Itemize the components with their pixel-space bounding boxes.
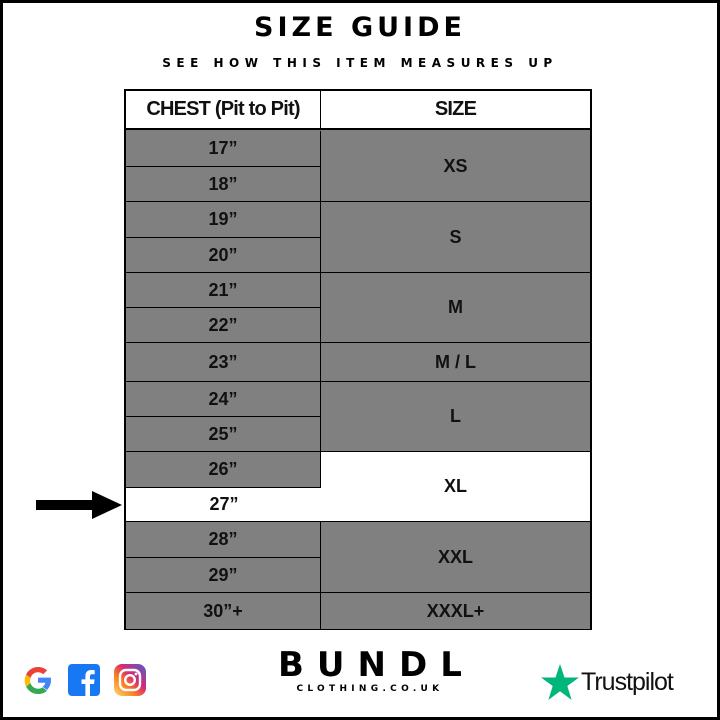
- size-cell: M: [321, 272, 590, 342]
- trustpilot-logo[interactable]: Trustpilot: [541, 664, 674, 700]
- chest-cell: 28”: [126, 521, 321, 557]
- size-cell: XL: [321, 451, 590, 521]
- star-icon: [541, 664, 579, 700]
- chest-cell: 19”: [126, 201, 321, 237]
- size-cell: XXXL+: [321, 592, 590, 629]
- chest-cell: 23”: [126, 342, 321, 381]
- size-cell: S: [321, 201, 590, 272]
- google-icon[interactable]: [22, 664, 54, 696]
- size-cell: L: [321, 381, 590, 451]
- chest-cell: 18”: [126, 166, 321, 201]
- chest-cell: 21”: [126, 272, 321, 307]
- trustpilot-label: Trustpilot: [581, 667, 674, 696]
- chest-cell: 26”: [126, 451, 321, 487]
- chest-cell: 20”: [126, 237, 321, 272]
- header-chest: CHEST (Pit to Pit): [126, 91, 321, 130]
- page-title: SIZE GUIDE: [254, 12, 466, 43]
- instagram-icon[interactable]: [114, 664, 146, 696]
- brand-logo: BUNDL CLOTHING.CO.UK: [278, 648, 462, 694]
- brand-url: CLOTHING.CO.UK: [296, 684, 444, 694]
- chest-cell: 22”: [126, 307, 321, 342]
- chest-cell: 30”+: [126, 592, 321, 629]
- size-cell: XS: [321, 131, 590, 201]
- social-icons: [22, 664, 146, 696]
- brand-name: BUNDL: [278, 645, 475, 685]
- arrow-right-icon: [36, 491, 122, 519]
- header-size: SIZE: [321, 91, 590, 130]
- page-subtitle: SEE HOW THIS ITEM MEASURES UP: [162, 56, 558, 70]
- chest-cell: 25”: [126, 416, 321, 451]
- facebook-icon[interactable]: [68, 664, 100, 696]
- size-table: CHEST (Pit to Pit) SIZE 17” 18” 19” 20” 21” 2…: [124, 89, 592, 630]
- chest-cell: 29”: [126, 557, 321, 592]
- chest-cell: 24”: [126, 381, 321, 416]
- chest-cell: 17”: [126, 131, 321, 166]
- size-cell: M / L: [321, 342, 590, 381]
- size-cell: XXL: [321, 521, 590, 592]
- chest-cell: 27”: [126, 487, 322, 521]
